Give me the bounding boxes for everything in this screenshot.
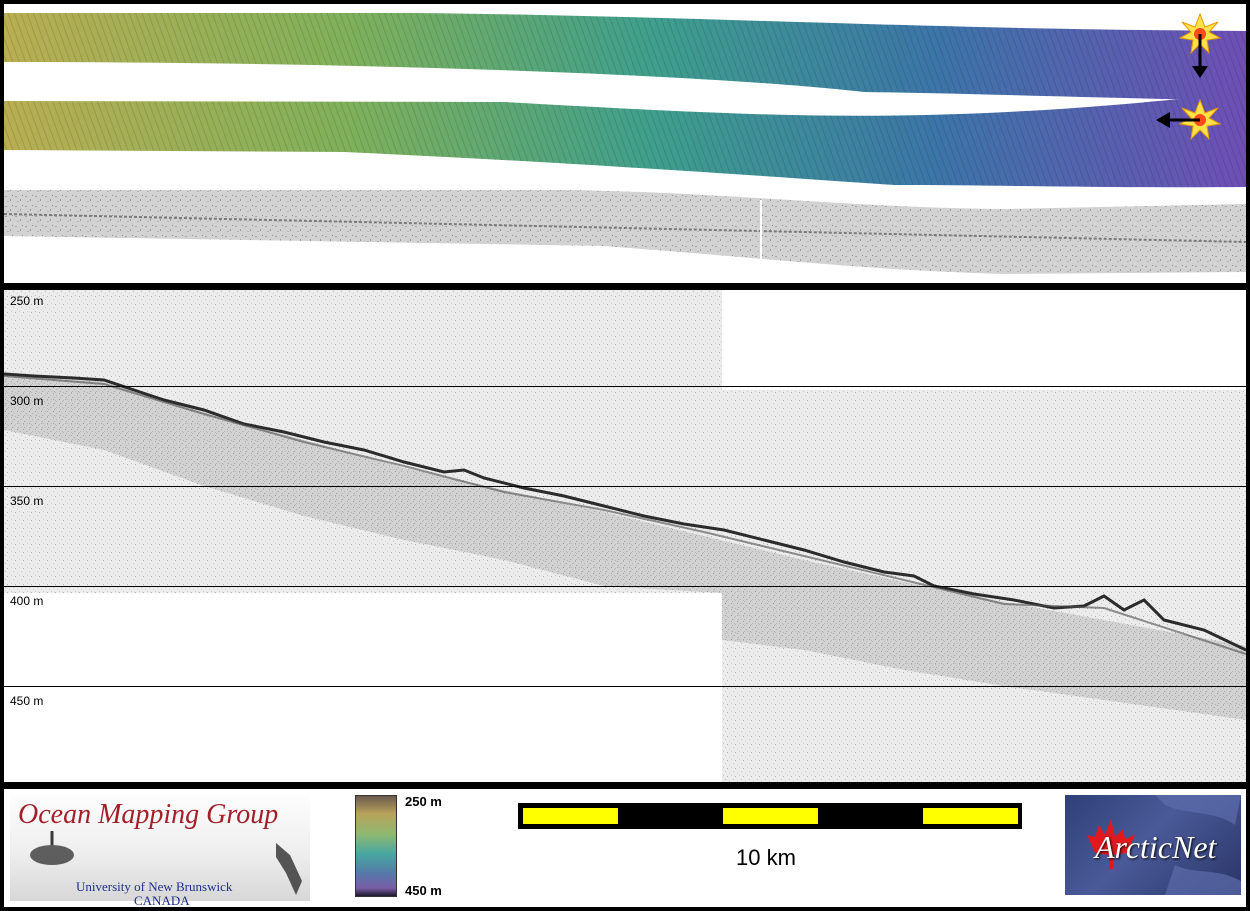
depth-label: 400 m [10, 594, 44, 608]
depth-label: 250 m [10, 294, 44, 308]
country-text: CANADA [134, 893, 190, 907]
arrow-down-icon [1192, 34, 1208, 78]
scale-bar [518, 803, 1022, 829]
scale-bar-segment [923, 808, 1018, 824]
seafloor-logo-art [30, 831, 302, 895]
arrow-left-icon [1156, 112, 1200, 128]
swath-plan-view-panel [4, 4, 1246, 283]
colorbar-bottom-label: 450 m [405, 883, 442, 898]
ocean-mapping-group-logo: Ocean Mapping Group University of New Br… [10, 795, 310, 907]
university-text: University of New Brunswick [76, 879, 233, 894]
depth-gridline [4, 486, 1246, 487]
footer-panel: Ocean Mapping Group University of New Br… [4, 789, 1246, 907]
depth-gridline [4, 686, 1246, 687]
depth-gridline [4, 386, 1246, 387]
depth-label: 350 m [10, 494, 44, 508]
swath-strips-svg [4, 12, 1246, 274]
depth-gridline [4, 586, 1246, 587]
scale-bar-segment [723, 808, 818, 824]
depth-label: 300 m [10, 394, 44, 408]
depth-colorbar [355, 795, 397, 897]
arcticnet-logo: ArcticNet [1065, 795, 1241, 895]
maple-leaf-icon [1087, 795, 1241, 895]
partner-logo-text: ArcticNet [1095, 829, 1217, 865]
scale-bar-label: 10 km [736, 845, 796, 870]
depth-label: 450 m [10, 694, 44, 708]
group-title: Ocean Mapping Group [18, 799, 279, 830]
subbottom-profile-svg [4, 290, 1246, 782]
scale-bar-segment [523, 808, 618, 824]
colorbar-top-label: 250 m [405, 794, 442, 809]
sidescan-strip [4, 190, 1246, 274]
subbottom-profile-panel: 250 m 300 m 350 m 400 m 450 m [4, 290, 1246, 782]
seabed-reflector-line [4, 372, 1246, 652]
